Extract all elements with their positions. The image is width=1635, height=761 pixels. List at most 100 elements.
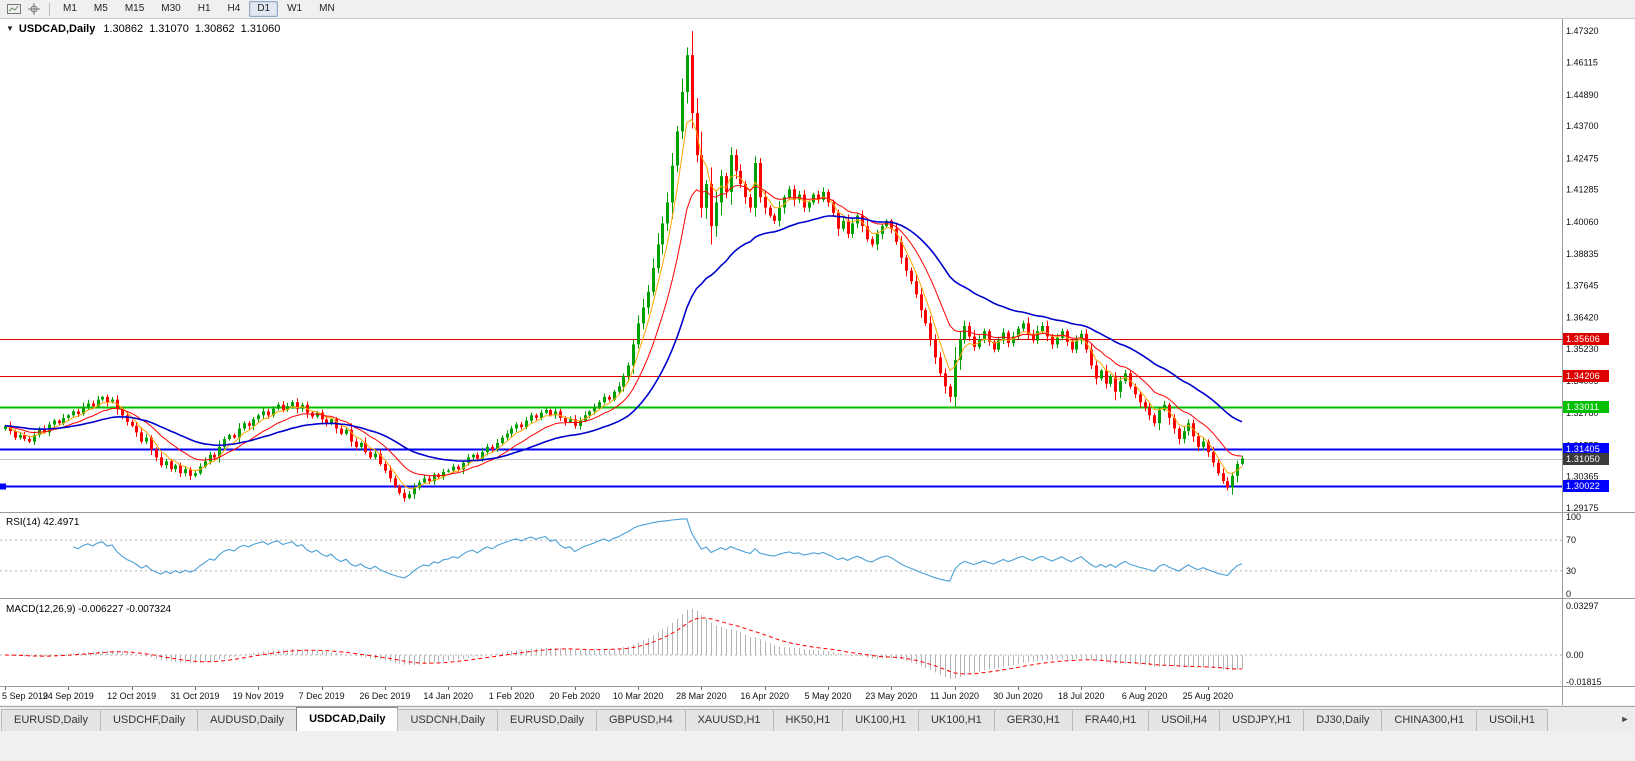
chart-tab-hk50-h1[interactable]: HK50,H1 — [772, 709, 844, 731]
candle-body — [871, 239, 874, 245]
symbol-period-label: USDCAD,Daily — [18, 23, 96, 35]
candle-body — [730, 155, 733, 192]
timeframe-button-d1[interactable]: D1 — [249, 1, 279, 17]
price-axis-label: 1.37645 — [1566, 280, 1599, 290]
candle-body — [749, 197, 752, 208]
candle-body — [223, 439, 226, 447]
chart-tab-china300-h1[interactable]: CHINA300,H1 — [1381, 709, 1478, 731]
chart-tab-fra40-h1[interactable]: FRA40,H1 — [1071, 709, 1150, 731]
time-axis-label: 30 Jun 2020 — [993, 691, 1043, 701]
candle-body — [915, 281, 918, 295]
candle-body — [170, 461, 173, 470]
chart-tab-usdcnh-daily[interactable]: USDCNH,Daily — [397, 709, 499, 731]
hline-anchor[interactable] — [0, 483, 6, 490]
candle-body — [1178, 428, 1181, 439]
candle-body — [1222, 473, 1225, 482]
candle-body — [744, 184, 747, 198]
price-axis-label: 1.38835 — [1566, 249, 1599, 259]
candle-body — [681, 92, 684, 132]
candle-body — [866, 226, 869, 240]
candle-body — [413, 487, 416, 495]
chart-tab-gbpusd-h4[interactable]: GBPUSD,H4 — [596, 709, 686, 731]
chart-background[interactable] — [0, 19, 1635, 705]
chart-tab-uk100-h1[interactable]: UK100,H1 — [842, 709, 919, 731]
candle-body — [1202, 441, 1205, 447]
rsi-indicator-label: RSI(14) 42.4971 — [6, 517, 80, 528]
candle-body — [588, 411, 591, 416]
candle-body — [53, 420, 56, 425]
timeframe-button-m15[interactable]: M15 — [124, 3, 145, 14]
chart-tab-usdcad-daily[interactable]: USDCAD,Daily — [296, 707, 399, 731]
timeframe-button-h4[interactable]: H4 — [227, 3, 241, 14]
candle-body — [910, 270, 913, 282]
candle-body — [657, 244, 660, 269]
candle-body — [472, 454, 475, 458]
candle-body — [418, 482, 421, 488]
timeframe-button-m5[interactable]: M5 — [93, 3, 108, 14]
candle-body — [1114, 375, 1117, 392]
price-axis-label: 1.35230 — [1566, 344, 1599, 354]
time-axis-label: 1 Feb 2020 — [489, 691, 535, 701]
candle-body — [1061, 331, 1064, 338]
candle-body — [535, 415, 538, 418]
candle-body — [1002, 332, 1005, 341]
candle-body — [282, 404, 285, 411]
candle-body — [360, 442, 363, 447]
candle-body — [126, 415, 129, 422]
timeframe-button-mn[interactable]: MN — [319, 3, 335, 14]
price-axis-label: 1.42475 — [1566, 153, 1599, 163]
candle-body — [725, 176, 728, 192]
chart-tab-usoil-h4[interactable]: USOil,H4 — [1148, 709, 1221, 731]
price-axis-label: 1.40060 — [1566, 217, 1599, 227]
chart-tab-dj30-daily[interactable]: DJ30,Daily — [1303, 709, 1383, 731]
candle-body — [608, 396, 611, 400]
candle-body — [67, 415, 70, 418]
candle-body — [1080, 333, 1083, 341]
chart-tab-usdchf-daily[interactable]: USDCHF,Daily — [99, 709, 199, 731]
candle-body — [452, 466, 455, 471]
candle-body — [520, 424, 523, 428]
candle-body — [851, 223, 854, 234]
candle-body — [476, 454, 479, 459]
candle-body — [1051, 336, 1054, 345]
candle-body — [204, 461, 207, 467]
candle-body — [822, 191, 825, 200]
time-axis-label: 11 Jun 2020 — [930, 691, 979, 701]
candle-body — [330, 419, 333, 424]
chart-tab-usoil-h1[interactable]: USOil,H1 — [1476, 709, 1548, 731]
timeframe-button-m1[interactable]: M1 — [63, 3, 77, 14]
chart-tab-xauusd-h1[interactable]: XAUUSD,H1 — [684, 709, 774, 731]
timeframe-button-h1[interactable]: H1 — [197, 3, 211, 14]
timeframe-button-m30[interactable]: M30 — [161, 3, 181, 14]
collapse-chart-icon[interactable]: ▼ — [6, 24, 14, 33]
chart-tab-uk100-h1[interactable]: UK100,H1 — [917, 709, 995, 731]
crosshair-icon[interactable] — [24, 2, 44, 17]
chart-tab-usdjpy-h1[interactable]: USDJPY,H1 — [1219, 709, 1305, 731]
time-axis-label: 24 Sep 2019 — [43, 691, 94, 701]
candle-body — [398, 486, 401, 493]
candle-body — [379, 453, 382, 464]
timeframe-button-w1[interactable]: W1 — [287, 3, 303, 14]
candle-body — [1071, 341, 1074, 350]
chart-icon[interactable] — [4, 2, 24, 17]
candle-body — [676, 131, 679, 166]
candle-body — [944, 373, 947, 387]
candle-body — [403, 492, 406, 499]
price-axis-label: 1.46115 — [1566, 58, 1598, 68]
price-axis-label: 1.32780 — [1566, 408, 1599, 418]
price-axis-label: 1.36420 — [1566, 313, 1599, 323]
candle-body — [525, 420, 528, 428]
time-axis-label: 26 Dec 2019 — [359, 691, 410, 701]
candle-body — [861, 215, 864, 226]
chart-tab-ger30-h1[interactable]: GER30,H1 — [993, 709, 1073, 731]
chart-tab-eurusd-daily[interactable]: EURUSD,Daily — [497, 709, 597, 731]
price-axis-label: 1.43700 — [1566, 121, 1599, 131]
candle-body — [754, 163, 757, 208]
candle-body — [1134, 386, 1137, 395]
chart-tab-audusd-daily[interactable]: AUDUSD,Daily — [197, 709, 298, 731]
tabs-scroll-right-icon[interactable]: ► — [1620, 714, 1630, 724]
chart-tab-eurusd-daily[interactable]: EURUSD,Daily — [1, 709, 101, 731]
candle-body — [954, 360, 957, 397]
candle-body — [1109, 375, 1112, 384]
